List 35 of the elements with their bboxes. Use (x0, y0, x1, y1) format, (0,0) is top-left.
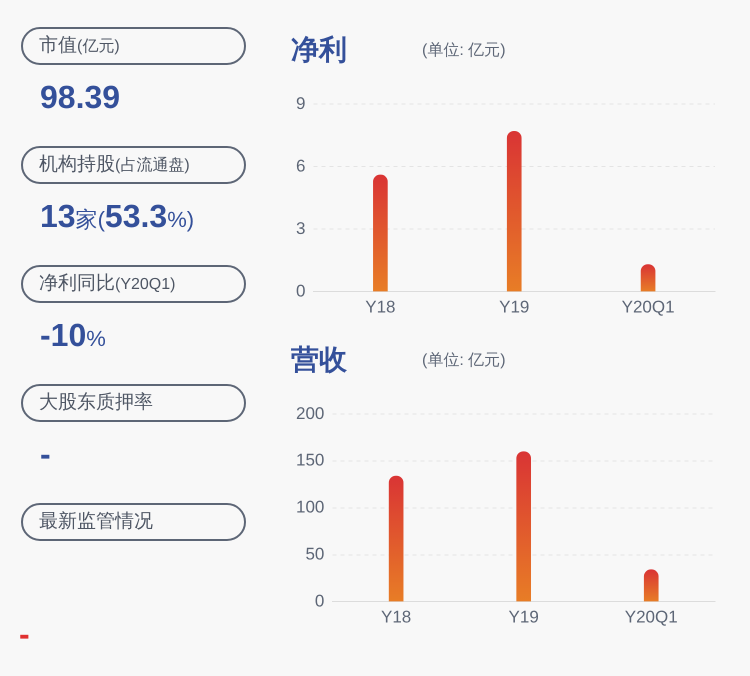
y-tick-label: 3 (296, 218, 306, 238)
x-tick-label: Y18 (381, 607, 412, 626)
bar (506, 130, 522, 292)
text: 98.39 (40, 78, 120, 117)
chart-subtitle: (单位: 亿元) (422, 352, 506, 369)
bar (373, 174, 388, 292)
y-tick-label: 9 (296, 94, 306, 113)
text: 13家(53.3%) (40, 197, 194, 236)
text: - (19, 615, 30, 654)
bar (388, 476, 404, 602)
chart-subtitle: (单位: 亿元) (422, 42, 506, 59)
bar (516, 451, 532, 602)
bar (644, 569, 659, 602)
chart-title: 营收 (291, 344, 347, 375)
text: 市值(亿元) (39, 35, 120, 56)
x-tick-label: Y20Q1 (624, 607, 678, 626)
y-tick-label: 200 (296, 404, 324, 423)
x-tick-label: Y20Q1 (622, 297, 675, 316)
text: 最新监管情况 (39, 511, 153, 532)
y-tick-label: 50 (305, 544, 324, 564)
text: - (40, 435, 51, 474)
text: 净利同比(Y20Q1) (39, 273, 176, 294)
bar (640, 264, 656, 292)
text: 大股东质押率 (39, 392, 153, 413)
y-tick-label: 100 (296, 498, 324, 517)
x-tick-label: Y19 (508, 607, 539, 626)
text: -10% (40, 316, 106, 355)
text: 机构持股(占流通盘) (39, 154, 190, 175)
y-tick-label: 150 (296, 450, 324, 470)
x-tick-label: Y18 (365, 297, 396, 316)
chart-title: 净利 (291, 34, 347, 65)
x-tick-label: Y19 (499, 297, 530, 316)
y-tick-label: 0 (296, 281, 306, 300)
y-tick-label: 0 (314, 591, 324, 610)
y-tick-label: 6 (296, 156, 306, 176)
